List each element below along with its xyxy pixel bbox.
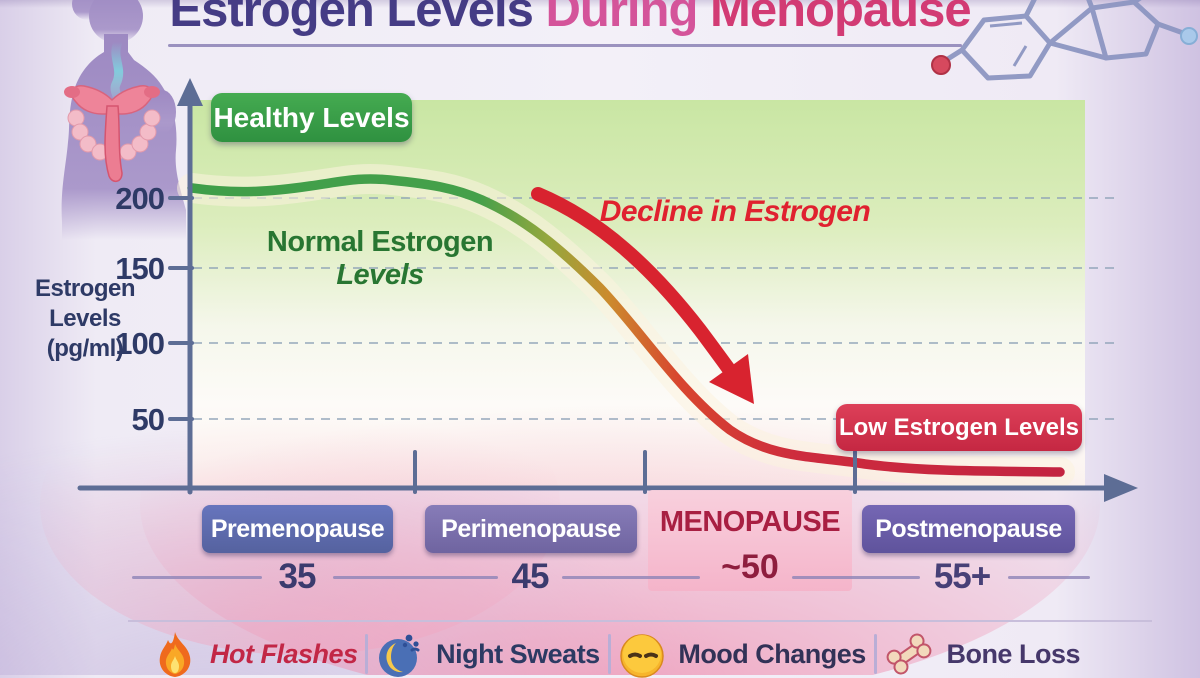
y-tick-100: 100 [115,326,165,361]
title-underline [168,44,962,47]
symptom-item-mood-changes: Mood Changes [618,630,866,678]
estrogen-curve [187,174,1065,477]
top-edge-vignette [0,0,1200,8]
timeline-segment [333,576,498,579]
vertical-divider [873,634,877,674]
decline-arrow [531,187,754,404]
age-label-perimenopause: 45 [511,557,550,596]
title-accent-text-1: During [545,0,711,37]
oxygen-atom [931,55,951,75]
low-estrogen-badge: Low Estrogen Levels [836,404,1082,451]
normal-estrogen-label-line2: Levels [336,259,424,291]
timeline-segment [1008,576,1090,579]
estrogen-molecule-icon [931,0,1198,81]
menopause-highlight-band [648,490,852,591]
x-axis-arrow [1104,474,1138,502]
axes [77,97,1109,495]
y-tick-150: 150 [115,251,165,286]
y-tick-50: 50 [131,402,165,437]
moon-icon [379,634,420,677]
symptom-item-night-sweats: Night Sweats [376,630,600,678]
age-label-postmenopause: 55+ [933,557,991,596]
vertical-divider [365,634,369,674]
uterus-icon [64,85,161,182]
female-figure-illustration [61,0,186,240]
face-icon [620,634,665,678]
symptom-label: Bone Loss [946,638,1080,669]
symptom-label: Mood Changes [678,638,866,669]
bone-icon [887,633,932,675]
fire-icon [159,632,191,677]
title-main-text: Estrogen Levels [169,0,546,37]
y-axis-label-line: (pg/ml) [46,335,124,362]
woman-silhouette-icon [61,0,186,240]
symptom-label: Night Sweats [436,638,600,669]
stage-badge-premenopause: Premenopause [202,505,393,553]
symptom-label: Hot Flashes [210,638,358,669]
page-title: Estrogen Levels During Menopause [140,0,1000,36]
normal-estrogen-label-line1: Normal Estrogen [266,226,494,258]
y-axis-arrow [177,78,203,106]
symptoms-divider-rule [128,620,1152,622]
title-accent-text-2: Menopause [710,0,972,37]
symptom-item-bone-loss: Bone Loss [884,631,1080,677]
age-label-menopause: ~50 [721,548,779,586]
age-label-premenopause: 35 [278,557,317,596]
normal-estrogen-label: Normal Estrogen Levels [250,226,510,292]
y-axis-label-line: Estrogen [34,275,136,302]
stage-label-menopause: MENOPAUSE [659,506,841,538]
symptom-item-hot-flashes: Hot Flashes [152,630,358,678]
vertical-divider [607,634,611,674]
y-axis-label: Estrogen Levels (pg/ml) [26,274,144,364]
stage-badge-postmenopause: Postmenopause [862,505,1075,553]
symptoms-row: Hot Flashes Night Sweats Mood Changes [152,630,1080,678]
healthy-levels-badge: Healthy Levels [211,93,412,142]
stage-badge-perimenopause: Perimenopause [425,505,637,553]
decline-annotation-label: Decline in Estrogen [599,195,871,228]
timeline-segment [132,576,262,579]
timeline-segment [562,576,700,579]
timeline-segment [792,576,920,579]
y-tick-200: 200 [115,181,165,216]
hydrogen-atom [1180,27,1198,45]
y-axis-label-line: Levels [49,305,121,332]
